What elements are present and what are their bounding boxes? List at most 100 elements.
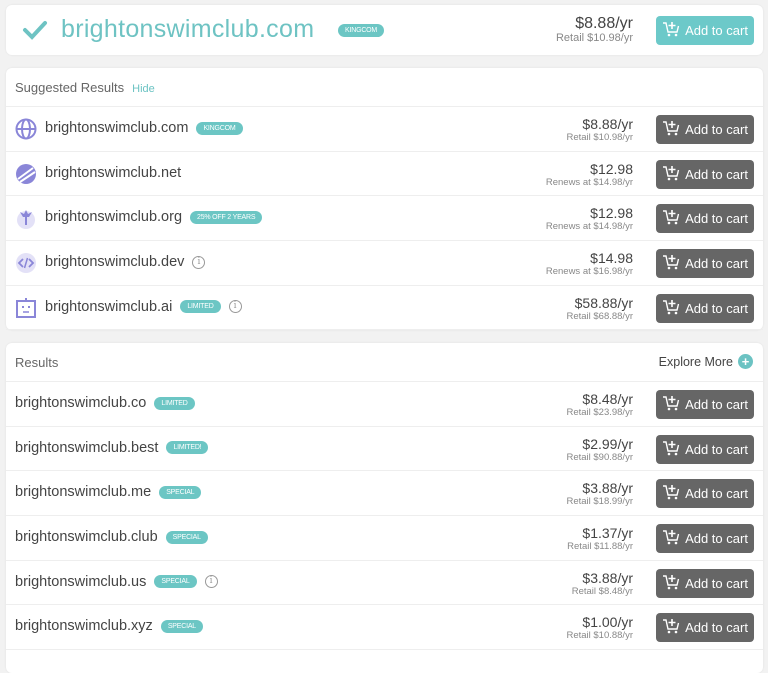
section-title: Suggested Results xyxy=(15,80,125,95)
cart-plus-icon xyxy=(662,21,680,40)
domain-row: brightonswimclub.ai LIMITED i $58.88/yr Reta… xyxy=(6,286,763,331)
price-block: $2.99/yr Retail $90.88/yr xyxy=(566,436,633,463)
add-to-cart-button[interactable]: Add to cart xyxy=(656,293,754,323)
info-icon[interactable]: i xyxy=(228,300,242,314)
price: $8.88/yr xyxy=(575,15,633,32)
add-to-cart-button[interactable]: Add to cart xyxy=(656,434,754,464)
domain-name: brightonswimclub.ai xyxy=(45,298,173,315)
cart-plus-icon xyxy=(662,395,680,414)
button-label: Add to cart xyxy=(685,23,748,38)
add-to-cart-button[interactable]: Add to cart xyxy=(656,390,754,419)
button-label: Add to cart xyxy=(685,620,748,636)
domain-name: brightonswimclub.best xyxy=(15,439,159,456)
domain-name: brightonswimclub.me xyxy=(15,484,152,501)
price-block: $1.37/yr Retail $11.88/yr xyxy=(567,526,633,553)
domain-badge: KINGCOM xyxy=(338,24,385,37)
cart-plus-icon xyxy=(662,440,680,459)
domain-badge: LIMITED! xyxy=(166,441,209,455)
domain-row: brightonswimclub.best LIMITED! $2.99/yr Ret… xyxy=(6,427,763,472)
code-icon xyxy=(15,252,37,274)
domain-row: brightonswimclub.club SPECIAL $1.37/yr Reta… xyxy=(6,516,763,561)
add-to-cart-button[interactable]: Add to cart xyxy=(656,524,754,554)
button-label: Add to cart xyxy=(685,486,748,502)
button-label: Add to cart xyxy=(685,122,748,137)
renewal-price: Retail $23.98/yr xyxy=(566,407,633,418)
cart-plus-icon xyxy=(662,618,680,637)
domain-row: brightonswimclub.net $12.98 Renews at $14.… xyxy=(6,152,763,197)
price: $3.88/yr xyxy=(582,569,633,586)
results-card: Results Explore More + brightonswimclub.c… xyxy=(6,343,763,673)
domain-name: brightonswimclub.org xyxy=(45,209,183,226)
plus-icon: + xyxy=(738,354,753,369)
net-icon xyxy=(15,163,37,185)
renewal-price: Retail $10.98/yr xyxy=(566,132,633,143)
hide-link[interactable]: Hide xyxy=(132,83,155,95)
domain-badge: SPECIAL xyxy=(159,485,202,499)
domain-row: brightonswimclub.me SPECIAL $3.88/yr Retail… xyxy=(6,471,763,517)
button-label: Add to cart xyxy=(685,166,748,182)
domain-badge: SPECIAL xyxy=(154,575,197,589)
add-to-cart-button[interactable]: Add to cart xyxy=(656,568,754,598)
suggested-results-card: Suggested Results Hide brightonswimclub.c… xyxy=(6,68,763,331)
price-block: $8.88/yr Retail $10.98/yr xyxy=(566,117,633,144)
add-to-cart-button[interactable]: Add to cart xyxy=(656,479,754,509)
add-to-cart-button[interactable]: Add to cart xyxy=(656,613,754,643)
domain-name: brightonswimclub.dev xyxy=(45,254,185,271)
add-to-cart-button[interactable]: Add to cart xyxy=(656,115,754,144)
domain-badge: SPECIAL xyxy=(160,619,203,633)
domain-name: brightonswimclub.co xyxy=(15,395,147,411)
button-label: Add to cart xyxy=(685,441,748,457)
price: $8.48/yr xyxy=(582,391,633,407)
price: $58.88/yr xyxy=(574,294,633,311)
price: $12.98 xyxy=(590,205,633,222)
org-icon xyxy=(15,207,37,230)
info-icon[interactable]: i xyxy=(192,255,206,269)
price-block: $1.00/yr Retail $10.88/yr xyxy=(566,614,633,642)
cart-plus-icon xyxy=(662,254,680,273)
add-to-cart-button[interactable]: Add to cart xyxy=(656,16,754,45)
cart-plus-icon xyxy=(662,299,680,318)
results-header: Results Explore More + xyxy=(6,343,763,382)
add-to-cart-button[interactable]: Add to cart xyxy=(656,204,754,234)
domain-row: brightonswimclub.dev i $14.98 Renews at $16… xyxy=(6,241,763,286)
button-label: Add to cart xyxy=(685,256,748,272)
section-title: Results xyxy=(15,355,59,370)
button-label: Add to cart xyxy=(685,211,748,227)
domain-badge: LIMITED xyxy=(154,396,195,410)
selected-domain-card: brightonswimclub.com KINGCOM $8.88/yr Re… xyxy=(6,5,763,55)
renewal-price: Retail $68.88/yr xyxy=(566,310,633,322)
domain-badge: KINGCOM xyxy=(196,121,243,135)
renewal-price: Retail $10.88/yr xyxy=(566,630,633,642)
button-label: Add to cart xyxy=(685,531,748,547)
domain-row: brightonswimclub.org 25% OFF 2 YEARS $12.9… xyxy=(6,196,763,242)
cart-plus-icon xyxy=(662,209,680,228)
domain-row: brightonswimclub.us SPECIAL i $3.88/yr Retai… xyxy=(6,561,763,606)
renewal-price: Retail $90.88/yr xyxy=(566,451,633,463)
globe-icon xyxy=(15,118,37,140)
price: $14.98 xyxy=(590,250,633,267)
renewal-price: Renews at $16.98/yr xyxy=(545,266,633,278)
price-block: $14.98 Renews at $16.98/yr xyxy=(545,250,633,278)
domain-row: brightonswimclub.com KINGCOM $8.88/yr Retai… xyxy=(6,107,763,152)
renewal-price: Retail $11.88/yr xyxy=(567,541,633,553)
price-block: $3.88/yr Retail $8.48/yr xyxy=(571,569,633,597)
domain-name: brightonswimclub.us xyxy=(15,573,147,590)
domain-badge: SPECIAL xyxy=(165,530,208,544)
cart-plus-icon xyxy=(662,165,680,184)
button-label: Add to cart xyxy=(685,397,748,412)
add-to-cart-button[interactable]: Add to cart xyxy=(656,159,754,189)
domain-name: brightonswimclub.xyz xyxy=(15,618,153,635)
explore-label: Explore More xyxy=(658,354,733,369)
info-icon[interactable]: i xyxy=(204,575,218,589)
explore-more-button[interactable]: Explore More + xyxy=(659,354,753,369)
cart-plus-icon xyxy=(662,484,680,503)
robot-icon xyxy=(15,297,37,319)
price: $1.00/yr xyxy=(582,614,633,631)
price: $12.98 xyxy=(590,160,633,177)
price: $3.88/yr xyxy=(582,480,633,497)
price-block: $3.88/yr Retail $18.99/yr xyxy=(566,480,633,508)
domain-name: brightonswimclub.com xyxy=(45,120,189,136)
add-to-cart-button[interactable]: Add to cart xyxy=(656,249,754,279)
renewal-price: Retail $8.48/yr xyxy=(571,585,633,597)
price-block: $8.88/yr Retail $10.98/yr xyxy=(556,15,633,44)
